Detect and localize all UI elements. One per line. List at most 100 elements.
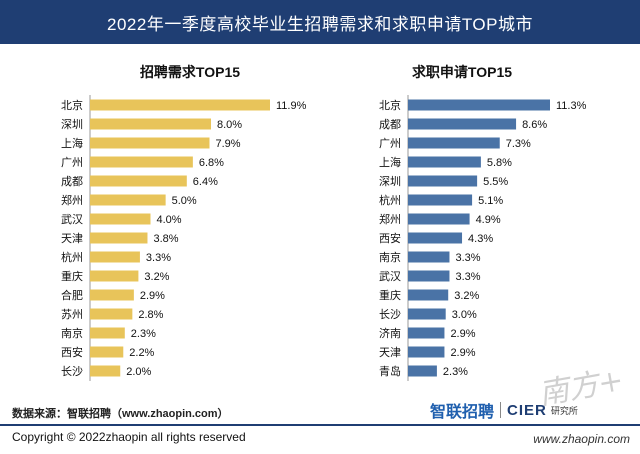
apply-bar <box>408 346 445 358</box>
apply-bar <box>408 232 463 244</box>
demand-value-label: 5.0% <box>172 195 197 207</box>
demand-value-label: 2.0% <box>126 366 151 378</box>
apply-category-label: 深圳 <box>379 175 401 188</box>
demand-value-label: 11.9% <box>276 100 307 112</box>
apply-bar <box>408 194 473 206</box>
apply-category-label: 郑州 <box>379 212 401 226</box>
apply-value-label: 4.3% <box>468 233 493 245</box>
demand-value-label: 3.2% <box>144 271 169 283</box>
apply-bar <box>408 137 500 149</box>
demand-category-label: 长沙 <box>61 365 83 378</box>
apply-category-label: 广州 <box>379 137 401 150</box>
apply-category-label: 西安 <box>379 231 401 245</box>
demand-category-label: 重庆 <box>61 269 83 283</box>
apply-value-label: 2.9% <box>450 347 475 359</box>
demand-category-label: 西安 <box>61 345 83 359</box>
apply-value-label: 7.3% <box>506 138 531 150</box>
demand-bar <box>90 365 121 377</box>
demand-chart-title: 招聘需求TOP15 <box>140 64 240 80</box>
demand-bar <box>90 137 210 149</box>
demand-category-label: 苏州 <box>61 308 83 321</box>
demand-bar <box>90 232 148 244</box>
apply-bar <box>408 213 470 225</box>
apply-value-label: 5.1% <box>478 195 503 207</box>
demand-value-label: 3.8% <box>153 233 178 245</box>
demand-category-label: 上海 <box>61 136 83 150</box>
demand-bar <box>90 99 270 111</box>
demand-value-label: 2.2% <box>129 347 154 359</box>
apply-value-label: 4.9% <box>476 214 501 226</box>
apply-value-label: 5.5% <box>483 176 508 188</box>
apply-value-label: 2.9% <box>450 328 475 340</box>
demand-value-label: 2.8% <box>138 309 163 321</box>
demand-category-label: 北京 <box>61 98 83 112</box>
footer-divider <box>0 424 640 426</box>
demand-bar <box>90 346 124 358</box>
bar-charts: 招聘需求TOP15 北京 11.9% 深圳 8.0% 上海 7.9% 广州 6.8% 成都 6.4%… <box>61 64 587 381</box>
institute-label: 研究所 <box>550 405 578 416</box>
apply-value-label: 3.3% <box>455 252 480 264</box>
apply-category-label: 青岛 <box>379 364 401 378</box>
copyright-text: Copyright © 2022zhaopin all rights reser… <box>12 430 246 444</box>
demand-bar <box>90 327 125 339</box>
apply-bar <box>408 365 437 377</box>
apply-value-label: 3.3% <box>455 271 480 283</box>
chart-applications: 求职申请TOP15 北京 11.3% 成都 8.6% 广州 7.3% 上海 5.8% 深圳 5.5%… <box>379 64 587 381</box>
demand-bar <box>90 118 212 130</box>
demand-bar <box>90 156 193 168</box>
demand-bar <box>90 270 139 282</box>
demand-value-label: 8.0% <box>217 119 242 131</box>
demand-category-label: 合肥 <box>61 288 83 302</box>
apply-bar <box>408 99 550 111</box>
apply-bar <box>408 251 450 263</box>
demand-value-label: 6.4% <box>193 176 218 188</box>
demand-category-label: 深圳 <box>61 118 83 131</box>
apply-value-label: 5.8% <box>487 157 512 169</box>
apply-category-label: 天津 <box>379 346 401 359</box>
apply-chart-title: 求职申请TOP15 <box>412 64 512 80</box>
apply-bar <box>408 156 481 168</box>
demand-value-label: 2.3% <box>131 328 156 340</box>
demand-bar <box>90 289 134 301</box>
apply-category-label: 上海 <box>379 155 401 169</box>
logo-group: 智联招聘 CIER 研究所 <box>430 398 578 422</box>
zhilian-logo: 智联招聘 <box>430 404 495 421</box>
demand-category-label: 天津 <box>61 232 83 245</box>
chart-header: 2022年一季度高校毕业生招聘需求和求职申请TOP城市 <box>0 0 640 44</box>
demand-value-label: 4.0% <box>157 214 182 226</box>
demand-category-label: 南京 <box>61 326 83 340</box>
demand-bar <box>90 194 166 206</box>
demand-category-label: 广州 <box>61 156 83 169</box>
demand-value-label: 6.8% <box>199 157 224 169</box>
demand-bar <box>90 175 187 187</box>
logo-divider <box>500 402 502 418</box>
apply-bar <box>408 175 478 187</box>
apply-category-label: 重庆 <box>379 288 401 302</box>
data-source: 数据来源：智联招聘（www.zhaopin.com） <box>12 408 229 420</box>
demand-category-label: 杭州 <box>61 250 83 264</box>
apply-category-label: 济南 <box>379 326 401 340</box>
apply-bar <box>408 270 450 282</box>
apply-value-label: 3.0% <box>452 309 477 321</box>
chart-demand: 招聘需求TOP15 北京 11.9% 深圳 8.0% 上海 7.9% 广州 6.8% 成都 6.4%… <box>61 64 307 381</box>
demand-value-label: 3.3% <box>146 252 171 264</box>
apply-category-label: 长沙 <box>379 308 401 321</box>
apply-category-label: 南京 <box>379 250 401 264</box>
site-url: www.zhaopin.com <box>533 432 630 446</box>
apply-category-label: 成都 <box>379 118 401 131</box>
apply-value-label: 3.2% <box>454 290 479 302</box>
apply-bar <box>408 308 446 320</box>
demand-category-label: 武汉 <box>61 213 83 226</box>
apply-value-label: 8.6% <box>522 119 547 131</box>
cier-logo: CIER <box>507 401 547 419</box>
demand-category-label: 成都 <box>61 175 83 188</box>
apply-bar <box>408 327 445 339</box>
page-title: 2022年一季度高校毕业生招聘需求和求职申请TOP城市 <box>107 14 533 34</box>
demand-category-label: 郑州 <box>61 193 83 207</box>
apply-value-label: 11.3% <box>556 100 587 112</box>
apply-category-label: 武汉 <box>379 270 401 283</box>
demand-bar <box>90 213 151 225</box>
apply-bar <box>408 289 449 301</box>
apply-value-label: 2.3% <box>443 366 468 378</box>
apply-bar <box>408 118 517 130</box>
